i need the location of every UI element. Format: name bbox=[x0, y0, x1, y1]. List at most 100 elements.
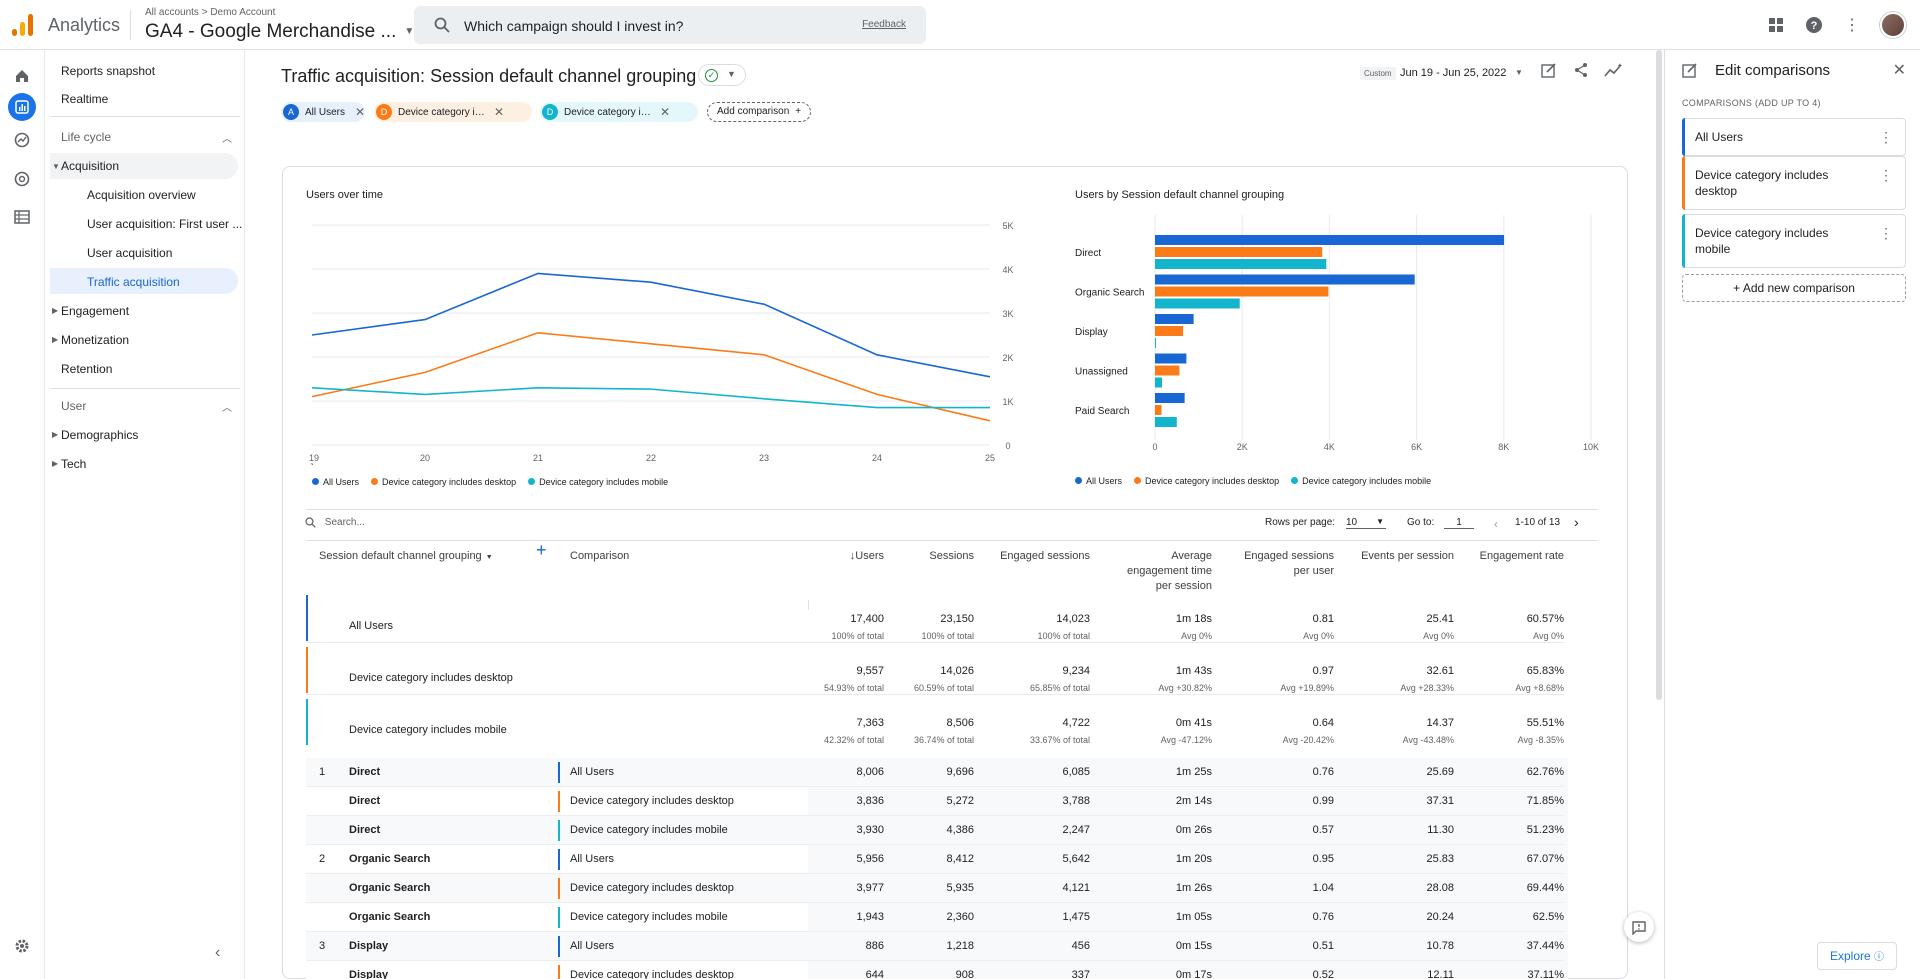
breadcrumb[interactable]: All accounts > Demo Account bbox=[145, 7, 276, 18]
nav-monetization[interactable]: Monetization bbox=[61, 333, 130, 347]
col-header-users[interactable]: ↓Users bbox=[849, 550, 884, 562]
more-vert-icon[interactable]: ⋮ bbox=[1844, 17, 1860, 34]
explore-button[interactable]: Explore ⓘ bbox=[1817, 942, 1897, 970]
nav-section-user[interactable]: User bbox=[61, 399, 87, 413]
comparison-chip-desktop[interactable]: D Device category include... ✕ bbox=[374, 102, 532, 122]
close-icon[interactable]: ✕ bbox=[354, 105, 365, 119]
bar[interactable] bbox=[1155, 326, 1184, 336]
feedback-chat-icon[interactable] bbox=[1624, 912, 1654, 942]
expand-right-icon[interactable]: ▶ bbox=[52, 459, 59, 468]
comparison-card-desktop[interactable]: Device category includes desktop ⋮ bbox=[1682, 156, 1906, 210]
configure-list-icon[interactable] bbox=[10, 205, 34, 229]
legend-item[interactable]: Device category includes mobile bbox=[1291, 476, 1431, 486]
search-input[interactable]: Which campaign should I invest in? bbox=[464, 18, 684, 34]
help-icon[interactable]: ? bbox=[1804, 15, 1824, 35]
nav-tech[interactable]: Tech bbox=[61, 457, 87, 471]
prev-page-icon[interactable]: ‹ bbox=[1494, 517, 1498, 531]
more-vert-icon[interactable]: ⋮ bbox=[1879, 129, 1893, 145]
dimension-cell[interactable]: Display bbox=[349, 969, 389, 979]
nav-acquisition-overview[interactable]: Acquisition overview bbox=[87, 188, 196, 202]
nav-section-lifecycle[interactable]: Life cycle bbox=[61, 130, 112, 144]
dimension-cell[interactable]: Organic Search bbox=[349, 911, 431, 923]
table-search[interactable]: Search... bbox=[305, 517, 365, 528]
legend-item[interactable]: Device category includes desktop bbox=[371, 477, 516, 487]
expand-right-icon[interactable]: ▶ bbox=[52, 306, 59, 315]
table-row[interactable] bbox=[306, 787, 808, 816]
avatar[interactable] bbox=[1880, 12, 1906, 38]
share-icon[interactable] bbox=[1572, 62, 1590, 80]
bar[interactable] bbox=[1155, 393, 1185, 403]
table-row[interactable] bbox=[306, 932, 808, 961]
table-row[interactable] bbox=[306, 961, 808, 979]
bar[interactable] bbox=[1155, 235, 1505, 245]
col-header-events-per-session[interactable]: Events per session bbox=[1361, 550, 1454, 562]
comparison-chip-all-users[interactable]: A All Users ✕ bbox=[281, 102, 365, 122]
comparison-chip-mobile[interactable]: D Device category include... ✕ bbox=[540, 102, 698, 122]
settings-gear-icon[interactable] bbox=[10, 934, 34, 958]
more-vert-icon[interactable]: ⋮ bbox=[1879, 225, 1893, 241]
close-icon[interactable]: ✕ bbox=[660, 105, 671, 119]
goto-input[interactable]: 1 bbox=[1444, 517, 1474, 529]
bar[interactable] bbox=[1155, 314, 1194, 324]
col-header-avg-engagement[interactable]: Average engagement time per session bbox=[1127, 550, 1212, 592]
expand-down-icon[interactable]: ▼ bbox=[52, 162, 60, 171]
bar[interactable] bbox=[1155, 247, 1323, 257]
bar[interactable] bbox=[1155, 298, 1240, 309]
nav-demographics[interactable]: Demographics bbox=[61, 428, 139, 442]
bar[interactable] bbox=[1155, 274, 1415, 285]
home-icon[interactable] bbox=[10, 64, 34, 88]
bar[interactable] bbox=[1155, 405, 1162, 415]
series-line[interactable] bbox=[311, 272, 991, 378]
legend-item[interactable]: All Users bbox=[1075, 476, 1122, 486]
insights-icon[interactable]: ✦ bbox=[1604, 62, 1623, 80]
series-line[interactable] bbox=[311, 386, 990, 409]
comparison-card-all-users[interactable]: All Users ⋮ bbox=[1682, 118, 1906, 156]
nav-retention[interactable]: Retention bbox=[61, 362, 113, 376]
bar[interactable] bbox=[1155, 286, 1329, 297]
col-header-sessions[interactable]: Sessions bbox=[929, 550, 974, 562]
comparison-card-mobile[interactable]: Device category includes mobile ⋮ bbox=[1682, 214, 1906, 268]
series-line[interactable] bbox=[311, 331, 991, 422]
legend-item[interactable]: All Users bbox=[312, 477, 359, 487]
chevron-up-icon[interactable]: ︿ bbox=[222, 403, 232, 414]
bar[interactable] bbox=[1155, 365, 1180, 376]
more-vert-icon[interactable]: ⋮ bbox=[1879, 167, 1893, 183]
nav-realtime[interactable]: Realtime bbox=[61, 92, 109, 106]
add-comparison-button[interactable]: Add comparison + bbox=[707, 102, 811, 122]
bar[interactable] bbox=[1155, 259, 1327, 269]
dimension-cell[interactable]: Organic Search bbox=[349, 853, 431, 865]
col-header-engaged-sessions[interactable]: Engaged sessions bbox=[1000, 550, 1090, 562]
nav-engagement[interactable]: Engagement bbox=[61, 304, 130, 318]
add-dimension-plus-icon[interactable]: + bbox=[536, 540, 547, 560]
col-header-engagement-rate[interactable]: Engagement rate bbox=[1479, 550, 1564, 562]
collapse-nav-icon[interactable]: ‹ bbox=[215, 944, 221, 961]
dimension-cell[interactable]: Direct bbox=[349, 824, 381, 836]
dimension-cell[interactable]: Display bbox=[349, 940, 389, 952]
table-row[interactable] bbox=[306, 816, 808, 845]
col-header-engaged-per-user[interactable]: Engaged sessions per user bbox=[1244, 550, 1334, 577]
legend-item[interactable]: Device category includes mobile bbox=[528, 477, 668, 487]
bar[interactable] bbox=[1155, 353, 1187, 364]
legend-item[interactable]: Device category includes desktop bbox=[1134, 476, 1279, 486]
nav-acquisition-row[interactable] bbox=[50, 153, 238, 179]
dimension-cell[interactable]: Organic Search bbox=[349, 882, 431, 894]
close-icon[interactable]: ✕ bbox=[494, 105, 505, 119]
bar[interactable] bbox=[1155, 417, 1177, 427]
nav-user-acquisition-first[interactable]: User acquisition: First user ... bbox=[87, 217, 243, 231]
analytics-logo-icon[interactable] bbox=[12, 14, 34, 36]
bar[interactable] bbox=[1155, 338, 1156, 348]
status-chip[interactable]: ✓ ▼ bbox=[698, 64, 746, 86]
apps-grid-icon[interactable] bbox=[1766, 15, 1786, 35]
table-row[interactable] bbox=[306, 874, 808, 903]
dimension-cell[interactable]: Direct bbox=[349, 766, 381, 778]
explore-icon[interactable] bbox=[10, 128, 34, 152]
expand-right-icon[interactable]: ▶ bbox=[52, 430, 59, 439]
table-row[interactable] bbox=[306, 758, 808, 787]
scrollbar[interactable] bbox=[1656, 50, 1662, 700]
chevron-up-icon[interactable]: ︿ bbox=[222, 134, 232, 145]
expand-right-icon[interactable]: ▶ bbox=[52, 335, 59, 344]
nav-user-acquisition[interactable]: User acquisition bbox=[87, 246, 173, 260]
reports-icon[interactable] bbox=[8, 93, 36, 121]
property-selector[interactable]: GA4 - Google Merchandise ... ▼ bbox=[145, 21, 414, 43]
feedback-link[interactable]: Feedback bbox=[862, 19, 906, 30]
